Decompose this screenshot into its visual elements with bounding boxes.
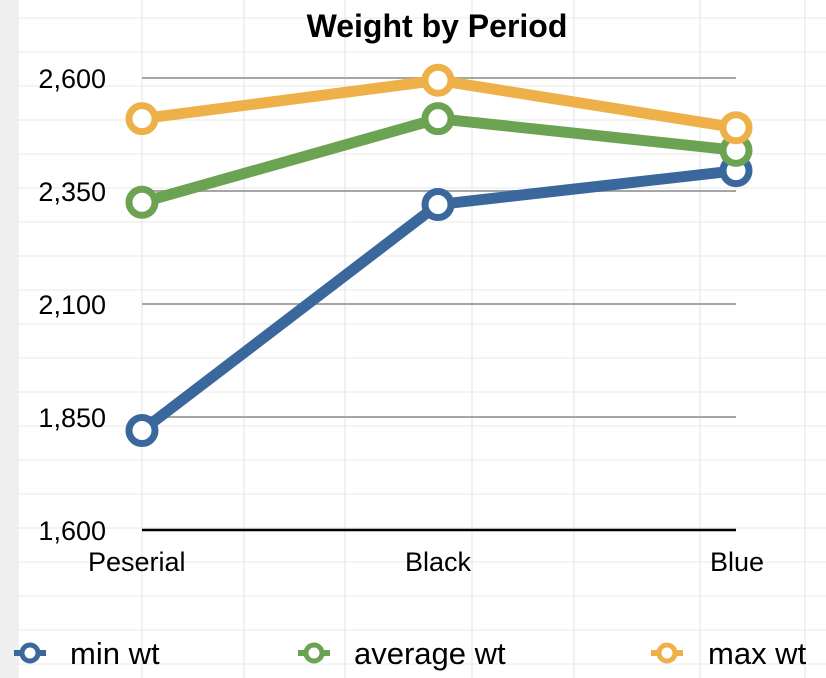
y-tick-label: 2,100 [38,290,106,320]
series-layer [125,63,753,448]
data-point-min-wt [125,414,159,448]
legend-item: max wt [651,636,807,671]
legend-marker-icon [656,642,678,664]
y-axis-tick-labels: 1,600 1,850 2,100 2,350 2,600 [38,64,106,546]
x-tick-label: Blue [710,547,764,577]
data-point-average-wt [421,102,455,136]
data-point-max-wt [421,63,455,97]
series-max-wt [125,63,753,145]
data-point-max-wt [719,111,753,145]
y-tick-label: 1,600 [38,516,106,546]
sheet-row-header-strip [0,0,18,678]
legend-item: min wt [14,636,160,671]
data-point-min-wt [421,188,455,222]
data-point-average-wt [125,185,159,219]
legend-marker-icon [303,642,325,664]
legend-label: max wt [708,636,807,671]
legend-item: average wt [298,636,506,671]
x-tick-label: Black [405,547,472,577]
legend-label: average wt [354,636,506,671]
legend-label: min wt [70,636,160,671]
y-tick-label: 2,350 [38,177,106,207]
chart-title: Weight by Period [307,8,568,44]
x-tick-label: Peserial [88,547,186,577]
legend: min wt average wt max wt [14,636,807,671]
data-point-max-wt [125,102,159,136]
y-tick-label: 2,600 [38,64,106,94]
legend-marker-icon [19,642,41,664]
x-axis-tick-labels: Peserial Black Blue [88,547,764,577]
series-min-wt [125,154,753,448]
y-tick-label: 1,850 [38,403,106,433]
series-average-wt [125,102,753,219]
